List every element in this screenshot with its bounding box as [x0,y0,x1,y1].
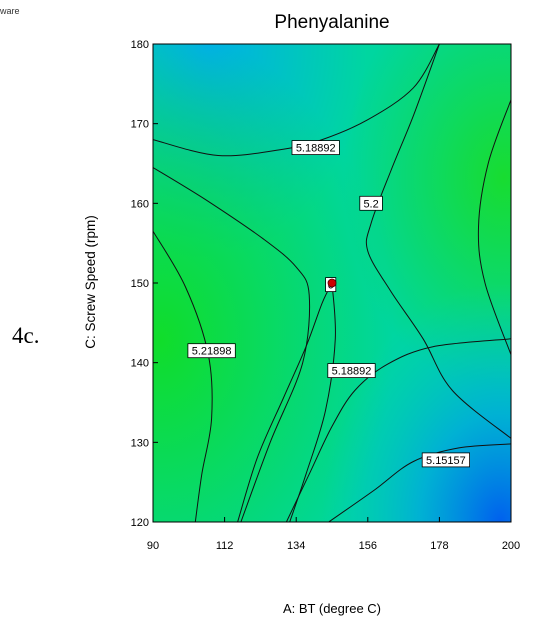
chart-title: Phenyalanine [274,12,389,33]
x-tick-label: 178 [430,540,448,552]
x-tick-label: 156 [359,540,377,552]
contour-label-text: 5.2 [363,198,378,210]
contour-label-text: 5.21898 [192,346,232,358]
x-tick-label: 200 [502,540,520,552]
contour-line-3-1 [237,282,333,522]
y-tick-label: 120 [131,517,149,529]
x-axis-label: A: BT (degree C) [283,601,381,616]
contour-line-4-0 [328,443,511,522]
x-tick-label: 112 [216,540,234,552]
contour-line-0-1 [285,338,511,522]
y-tick-label: 170 [131,119,149,131]
x-tick-label: 134 [287,540,305,552]
y-tick-label: 150 [131,278,149,290]
corner-text: ware [0,6,20,16]
contour-label-4: 5.15157 [421,452,471,468]
contour-line-0-0 [153,44,440,157]
contour-line-2-0 [153,230,213,522]
y-axis-label: C: Screw Speed (rpm) [83,215,98,349]
contour-line-1-0 [153,167,311,522]
contour-label-2: 5.21898 [187,343,236,359]
contour-line-1-1 [365,44,511,439]
x-tick-label: 90 [147,540,159,552]
y-tick-label: 130 [131,437,149,449]
y-tick-label: 160 [131,198,149,210]
contour-line-3-0 [477,99,511,355]
x-axis: 90 112 134 156 178 200 [147,517,520,552]
contour-label-0: 5.18892 [291,140,340,156]
contour-label-text: 5.18892 [332,366,372,378]
design-point-layer [327,278,337,288]
contour-label-1: 5.2 [359,195,383,211]
contour-label-3: 5.18892 [327,363,376,379]
y-tick-label: 180 [131,39,149,51]
design-point [327,278,337,288]
y-tick-label: 140 [131,358,149,370]
contour-line-3-2 [289,282,336,522]
panel-label: 4c. [12,323,40,348]
contour-lines [153,44,511,522]
contour-label-text: 5.18892 [296,143,336,155]
y-axis: 120 130 140 150 160 170 180 [131,39,158,529]
contour-label-text: 5.15157 [426,455,466,467]
